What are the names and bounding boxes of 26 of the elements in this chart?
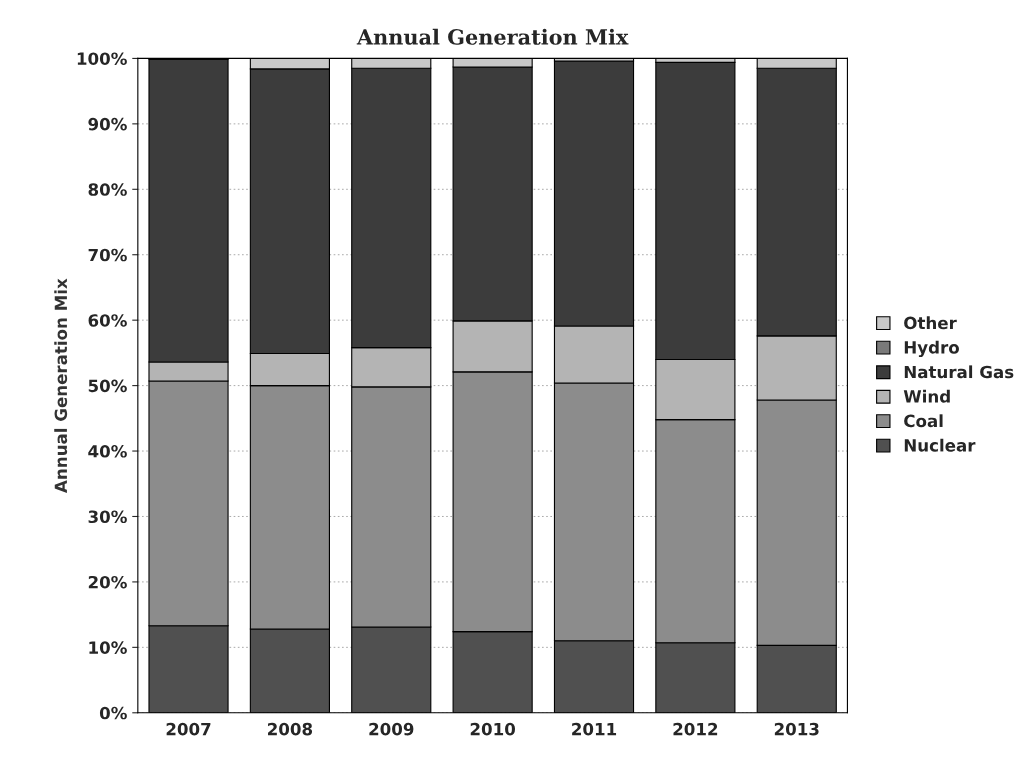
x-tick-label: 2008 — [268, 722, 313, 736]
y-axis-title: Annual Generation Mix — [54, 278, 68, 493]
legend-label: Natural Gas — [904, 365, 1014, 379]
y-tick-label: 60% — [88, 314, 127, 327]
y-tick-label: 10% — [89, 641, 127, 654]
legend-label: Hydro — [904, 340, 959, 358]
y-tick-label: 100% — [77, 52, 127, 65]
y-tick-label: 20% — [88, 575, 127, 589]
y-tick-label: 30% — [88, 510, 127, 524]
y-tick-label: 90% — [88, 117, 127, 131]
chart-title: Annual Generation Mix — [356, 28, 629, 45]
legend-label: Wind — [903, 389, 950, 403]
x-tick-label: 2011 — [572, 722, 617, 736]
legend-label: Other — [904, 316, 957, 330]
x-tick-label: 2010 — [470, 722, 516, 736]
y-tick-label: 50% — [88, 379, 127, 393]
x-tick-label: 2007 — [166, 722, 211, 736]
legend-label: Coal — [904, 414, 943, 428]
y-tick-label: 70% — [88, 248, 127, 262]
legend-label: Nuclear — [904, 438, 976, 452]
x-tick-label: 2012 — [673, 722, 718, 736]
y-tick-label: 40% — [88, 445, 127, 458]
y-tick-label: 0% — [99, 706, 127, 720]
y-tick-label: 80% — [88, 183, 127, 196]
x-tick-label: 2009 — [369, 722, 414, 736]
x-tick-label: 2013 — [774, 722, 819, 736]
